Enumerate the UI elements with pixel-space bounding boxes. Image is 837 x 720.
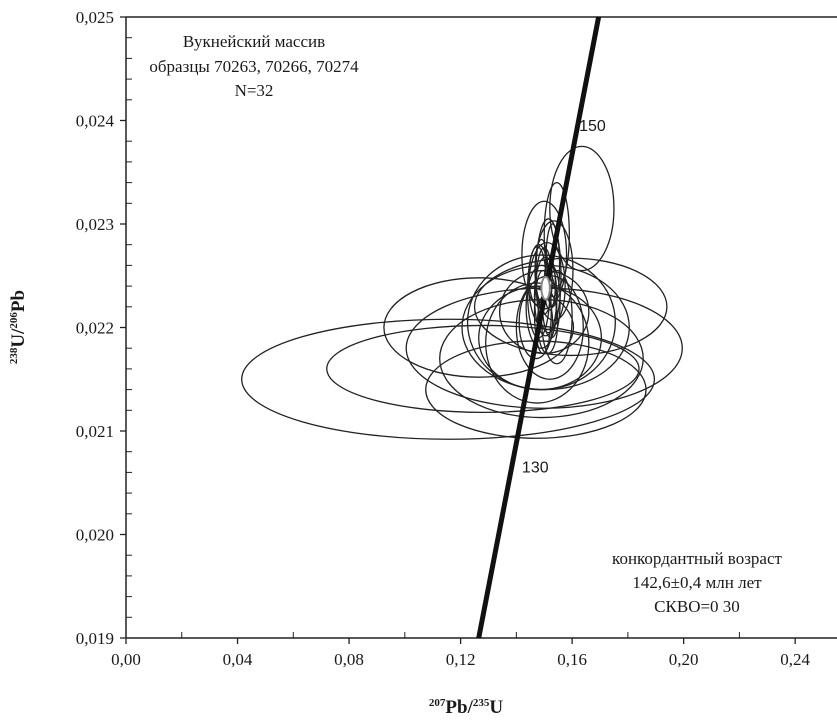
x-tick-label: 0,04: [223, 650, 253, 669]
x-tick-label: 0,08: [334, 650, 364, 669]
error-ellipse: [383, 277, 575, 378]
massif-label: Вукнейский массив: [183, 32, 325, 51]
error-ellipse: [473, 257, 668, 357]
n-label: N=32: [235, 81, 274, 100]
y-tick-label: 0,021: [76, 422, 114, 441]
mswd-label: СКВО=0 30: [654, 597, 740, 616]
age-mark-label: 130: [522, 459, 549, 476]
error-ellipse: [518, 285, 554, 360]
samples-label: образцы 70263, 70266, 70274: [149, 57, 359, 76]
error-ellipses: [241, 145, 683, 440]
concordant-age-value: 142,6±0,4 млн лет: [632, 573, 762, 592]
x-axis-title: 207Pb/235U: [429, 697, 503, 718]
concordant-age-ellipse: [540, 275, 551, 301]
x-tick-label: 0,24: [780, 650, 810, 669]
concordia-line: [476, 16, 602, 639]
x-tick-label: 0,20: [669, 650, 699, 669]
error-ellipse: [549, 145, 615, 272]
error-ellipse: [533, 269, 552, 355]
x-tick-label: 0,12: [446, 650, 476, 669]
error-ellipse: [326, 324, 640, 414]
y-tick-label: 0,024: [76, 112, 115, 131]
y-tick-label: 0,019: [76, 629, 114, 648]
x-tick-label: 0,16: [557, 650, 587, 669]
y-tick-label: 0,023: [76, 215, 114, 234]
y-tick-label: 0,022: [76, 319, 114, 338]
error-ellipse: [535, 247, 553, 315]
error-ellipse: [478, 285, 603, 391]
age-mark-label: 150: [579, 118, 606, 135]
concordant-age-title: конкордантный возраст: [612, 549, 782, 568]
x-tick-label: 0,00: [111, 650, 141, 669]
y-tick-label: 0,025: [76, 8, 114, 27]
y-tick-label: 0,020: [76, 526, 114, 545]
y-axis-title: 238U/206Pb: [8, 290, 29, 364]
x-axis-ticks: 0,00 0,04 0,08 0,12 0,16 0,20 0,24: [111, 632, 811, 669]
error-ellipse: [241, 318, 656, 440]
y-axis-ticks: 0,019 0,020 0,021 0,022 0,023 0,024 0,025: [76, 8, 132, 648]
